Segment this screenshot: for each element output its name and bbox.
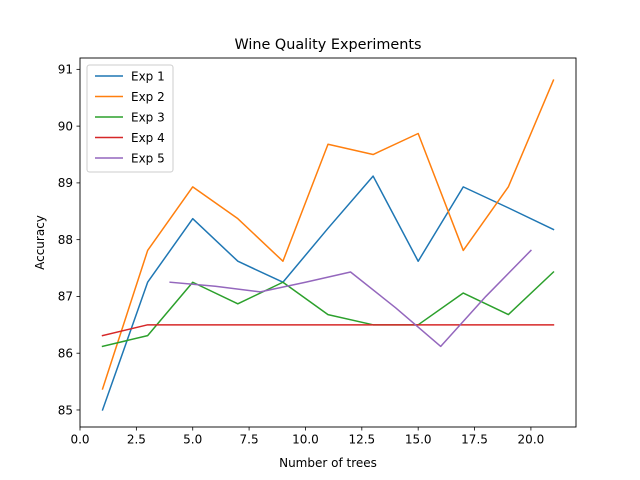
y-tick-label: 91: [58, 63, 73, 77]
y-tick-label: 85: [58, 403, 73, 417]
series-line-exp-5: [169, 249, 532, 348]
x-tick-label: 12.5: [348, 433, 375, 447]
y-axis-label: Accuracy: [33, 215, 47, 270]
series-line-exp-4: [101, 324, 555, 337]
x-tick-label: 10.0: [292, 433, 319, 447]
legend-label-exp-1: Exp 1: [131, 69, 165, 83]
x-tick-label: 20.0: [518, 433, 545, 447]
y-tick-label: 88: [58, 233, 73, 247]
series-line-exp-3: [101, 270, 555, 348]
x-tick-label: 0.0: [70, 433, 89, 447]
x-tick-label: 15.0: [405, 433, 432, 447]
chart-title: Wine Quality Experiments: [234, 37, 421, 53]
series-line-exp-2: [101, 79, 555, 390]
x-axis-label: Number of trees: [279, 456, 377, 470]
legend-label-exp-5: Exp 5: [131, 151, 165, 165]
legend-box: [86, 64, 174, 173]
legend: Exp 1 Exp 2 Exp 3 Exp 4 Exp 5: [86, 64, 174, 173]
y-tick-label: 87: [58, 290, 73, 304]
x-tick-label: 17.5: [461, 433, 488, 447]
y-tick-label: 89: [58, 176, 73, 190]
y-tick-label: 86: [58, 347, 73, 361]
legend-label-exp-2: Exp 2: [131, 90, 165, 104]
axes-frame: [79, 57, 577, 428]
series-layer: [101, 79, 555, 411]
series-line-exp-1: [101, 175, 555, 411]
x-tick-label: 2.5: [127, 433, 146, 447]
x-tick-label: 7.5: [240, 433, 259, 447]
y-axis-ticks: 85 86 87 88 89 90 91: [58, 63, 80, 417]
legend-label-exp-3: Exp 3: [131, 110, 165, 124]
x-axis-ticks: 0.0 2.5 5.0 7.5 10.0 12.5 15.0 17.5 20.0: [70, 427, 544, 447]
legend-label-exp-4: Exp 4: [131, 131, 165, 145]
x-tick-label: 5.0: [183, 433, 202, 447]
y-tick-label: 90: [58, 119, 73, 133]
